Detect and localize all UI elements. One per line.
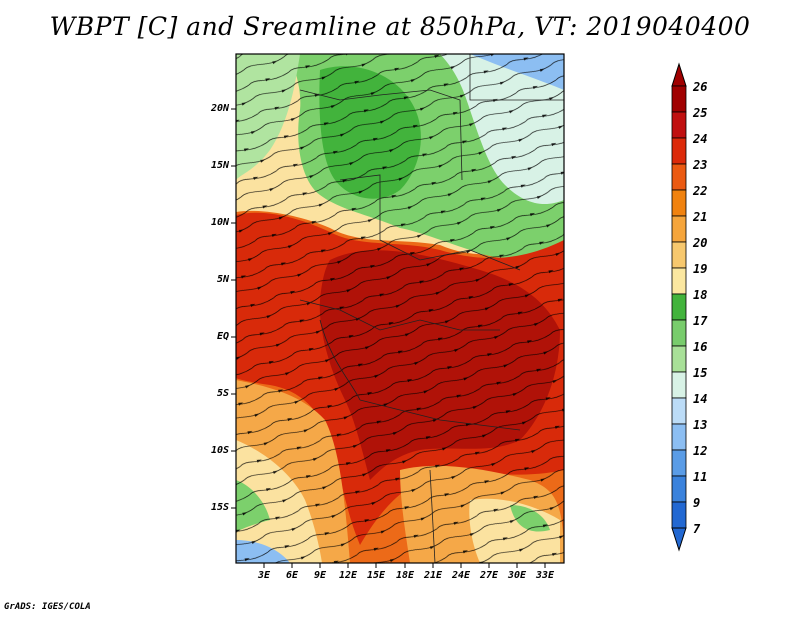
colorbar-label: 26 <box>693 80 708 94</box>
x-tick-label: 6E <box>285 570 299 581</box>
colorbar-segment <box>671 241 687 269</box>
colorbar-segment <box>671 85 687 113</box>
colorbar-label: 25 <box>693 106 708 120</box>
x-tick-label: 15E <box>366 570 386 581</box>
y-tick-label: 10S <box>210 445 229 456</box>
colorbar-label: 11 <box>693 470 708 484</box>
colorbar-label: 7 <box>693 522 701 536</box>
x-tick-label: 33E <box>535 570 555 581</box>
colorbar-label: 23 <box>693 158 708 172</box>
colorbar-label: 14 <box>693 392 708 406</box>
colorbar-label: 12 <box>693 444 708 458</box>
colorbar-segment <box>671 293 687 321</box>
y-tick-label: 15N <box>210 160 229 171</box>
x-tick-label: 12E <box>338 570 358 581</box>
colorbar-label: 18 <box>693 288 708 302</box>
x-tick-label: 3E <box>257 570 271 581</box>
x-tick-label: 30E <box>507 570 527 581</box>
colorbar-segment <box>671 163 687 191</box>
colorbar-segment <box>671 345 687 373</box>
temperature-field <box>236 54 564 563</box>
y-tick-label: 20N <box>210 103 229 114</box>
colorbar-segment <box>671 267 687 295</box>
country-borders <box>299 54 564 564</box>
colorbar-segment <box>671 111 687 139</box>
colorbar-segment <box>671 475 687 503</box>
colorbar-label: 16 <box>693 340 708 354</box>
colorbar-segment <box>671 137 687 165</box>
colorbar-label: 19 <box>693 262 708 276</box>
y-tick-label: 5S <box>216 388 229 399</box>
colorbar-label: 20 <box>693 236 708 250</box>
colorbar-segment <box>671 215 687 243</box>
colorbar-label: 21 <box>693 210 708 224</box>
x-tick-label: 21E <box>423 570 443 581</box>
colorbar-segment <box>671 189 687 217</box>
colorbar-segment <box>671 501 687 529</box>
colorbar-bottom-arrow <box>671 527 687 552</box>
x-tick-label: 27E <box>479 570 499 581</box>
colorbar-label: 24 <box>693 132 708 146</box>
axis-ticks <box>231 108 546 568</box>
colorbar-top-arrow <box>671 62 687 87</box>
colorbar-segment <box>671 423 687 451</box>
colorbar-segment <box>671 397 687 425</box>
colorbar <box>671 62 687 552</box>
x-tick-label: 18E <box>395 570 415 581</box>
footer-credit: GrADS: IGES/COLA <box>4 602 91 612</box>
map-title: WBPT [C] and Sreamline at 850hPa, VT: 20… <box>49 12 751 41</box>
y-tick-label: 15S <box>210 502 229 513</box>
colorbar-label: 13 <box>693 418 708 432</box>
colorbar-label: 9 <box>693 496 701 510</box>
colorbar-segment <box>671 319 687 347</box>
colorbar-label: 15 <box>693 366 708 380</box>
y-tick-label: EQ <box>216 331 229 342</box>
y-tick-label: 10N <box>210 217 229 228</box>
colorbar-segment <box>671 371 687 399</box>
colorbar-segment <box>671 449 687 477</box>
plot-frame <box>235 53 565 564</box>
colorbar-label: 17 <box>693 314 708 328</box>
y-tick-label: 5N <box>216 274 229 285</box>
x-tick-label: 24E <box>451 570 471 581</box>
colorbar-label: 22 <box>693 184 708 198</box>
x-tick-label: 9E <box>313 570 327 581</box>
